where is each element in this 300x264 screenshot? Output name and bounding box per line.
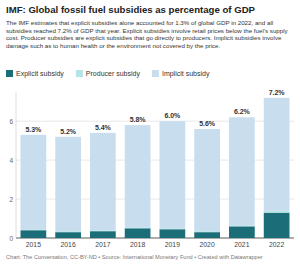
subtitle: The IMF estimates that explicit subsidie…	[6, 19, 294, 49]
bar-segment	[125, 228, 151, 238]
bar-segment	[229, 226, 255, 238]
total-label: 5.3%	[25, 126, 42, 133]
bar-segment	[90, 231, 116, 238]
bar-segment	[90, 133, 116, 230]
total-labels: 5.3% 5.2% 5.4% 5.8% 6.0% 5.6% 6.2% 7.2%	[25, 89, 285, 135]
legend-swatch	[152, 70, 159, 77]
bar-segment	[194, 232, 220, 238]
bar-segment	[21, 135, 47, 229]
bar-segment	[160, 121, 186, 228]
total-label: 6.0%	[164, 112, 181, 119]
legend-swatch	[76, 70, 83, 77]
bar-segment	[125, 125, 151, 227]
y-axis-line	[16, 92, 17, 238]
legend-swatch	[6, 70, 13, 77]
bars	[21, 98, 290, 238]
total-label: 5.8%	[130, 116, 147, 123]
bar-segment	[194, 129, 220, 231]
title: IMF: Global fossil fuel subsidies as per…	[6, 4, 296, 16]
y-tick-label: 6	[9, 118, 13, 125]
bar-segment	[264, 98, 290, 211]
total-label: 5.6%	[199, 120, 216, 127]
x-tick-label: 2019	[165, 241, 180, 248]
bar-segment	[229, 117, 255, 225]
bar-segment	[160, 229, 186, 238]
bar-segment	[55, 137, 81, 231]
x-tick-label: 2015	[26, 241, 41, 248]
y-tick-label: 4	[9, 157, 13, 164]
grid: 0 2 4 6	[9, 118, 294, 242]
x-tick-label: 2021	[234, 241, 249, 248]
x-axis: 2015 2016 2017 2018 2019 2020 2021 2022	[26, 241, 285, 248]
bar-segment	[264, 213, 290, 238]
x-tick-label: 2022	[269, 241, 284, 248]
total-label: 6.2%	[234, 108, 251, 115]
bar-segment	[55, 232, 81, 238]
chart: Explicit subsidy Producer subsidy Implicit…	[0, 0, 300, 264]
total-label: 5.2%	[60, 128, 77, 135]
bar-segment	[264, 211, 290, 213]
total-label: 5.4%	[95, 124, 112, 131]
x-tick-label: 2018	[130, 241, 145, 248]
bar-segment	[21, 230, 47, 238]
legend-label: Explicit subsidy	[16, 70, 64, 78]
x-tick-label: 2016	[61, 241, 76, 248]
total-label: 7.2%	[269, 89, 286, 96]
legend-label: Producer subsidy	[86, 70, 141, 78]
legend-label: Implicit subsidy	[162, 70, 210, 78]
source: Chart: The Conversation, CC-BY-ND • Sour…	[6, 254, 263, 260]
x-tick-label: 2017	[95, 241, 110, 248]
y-tick-label: 0	[9, 235, 13, 242]
legend: Explicit subsidy Producer subsidy Implicit…	[6, 70, 210, 78]
y-tick-label: 2	[9, 196, 13, 203]
x-tick-label: 2020	[200, 241, 215, 248]
